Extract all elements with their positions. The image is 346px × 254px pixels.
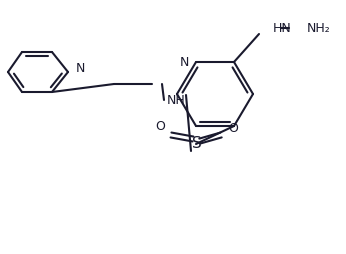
- Text: O: O: [228, 121, 238, 135]
- Text: S: S: [192, 136, 202, 151]
- Text: HN: HN: [273, 22, 292, 35]
- Text: N: N: [76, 62, 85, 75]
- Text: NH₂: NH₂: [307, 22, 331, 35]
- Text: O: O: [155, 120, 165, 134]
- Text: N: N: [180, 56, 189, 69]
- Text: NH: NH: [167, 93, 185, 106]
